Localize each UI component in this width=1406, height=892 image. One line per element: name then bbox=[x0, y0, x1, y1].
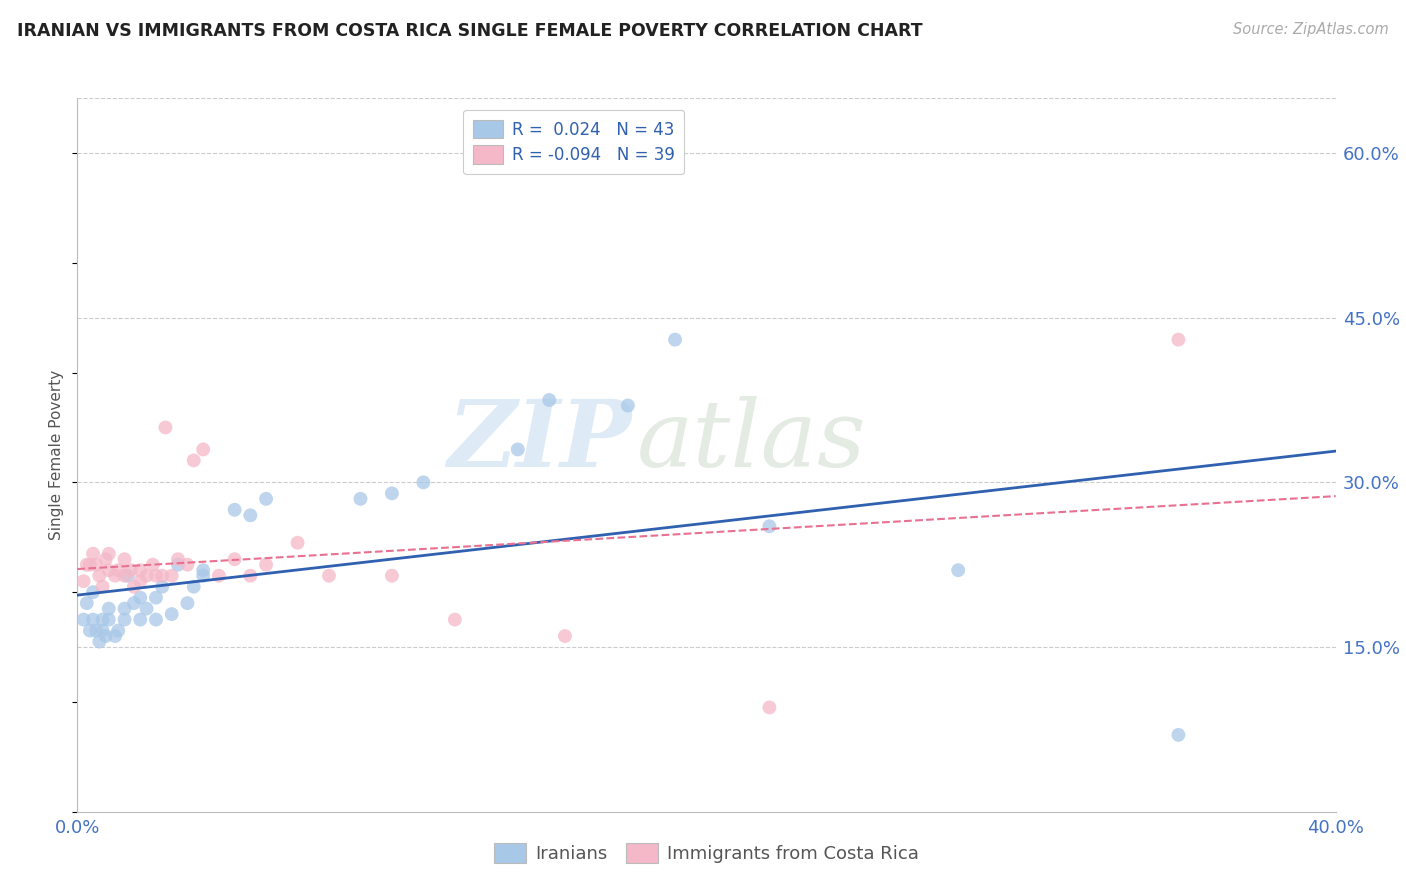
Point bbox=[129, 613, 152, 627]
Text: IRANIAN VS IMMIGRANTS FROM COSTA RICA SINGLE FEMALE POVERTY CORRELATION CHART: IRANIAN VS IMMIGRANTS FROM COSTA RICA SI… bbox=[17, 22, 922, 40]
Point bbox=[239, 568, 262, 582]
Point bbox=[107, 563, 129, 577]
Point bbox=[183, 580, 205, 594]
Point bbox=[948, 563, 970, 577]
Legend: Iranians, Immigrants from Costa Rica: Iranians, Immigrants from Costa Rica bbox=[486, 836, 927, 871]
Point bbox=[114, 613, 136, 627]
Point bbox=[82, 585, 104, 599]
Point bbox=[176, 558, 198, 572]
Point bbox=[145, 591, 167, 605]
Point bbox=[208, 568, 231, 582]
Point bbox=[167, 552, 190, 566]
Point bbox=[150, 568, 173, 582]
Point bbox=[160, 568, 183, 582]
Point bbox=[167, 558, 190, 572]
Point bbox=[191, 442, 215, 457]
Point bbox=[617, 399, 640, 413]
Point bbox=[239, 508, 262, 523]
Point bbox=[554, 629, 576, 643]
Point bbox=[191, 568, 215, 582]
Text: atlas: atlas bbox=[637, 396, 868, 485]
Point bbox=[89, 568, 111, 582]
Point bbox=[114, 568, 136, 582]
Point bbox=[91, 580, 114, 594]
Point bbox=[82, 547, 104, 561]
Point bbox=[538, 392, 561, 407]
Point bbox=[107, 624, 129, 638]
Point bbox=[72, 613, 94, 627]
Point bbox=[349, 491, 371, 506]
Point bbox=[122, 596, 145, 610]
Point bbox=[120, 563, 142, 577]
Point bbox=[412, 475, 434, 490]
Point bbox=[97, 547, 120, 561]
Point bbox=[117, 568, 139, 582]
Point bbox=[94, 629, 117, 643]
Point bbox=[191, 563, 215, 577]
Point bbox=[104, 568, 127, 582]
Point bbox=[224, 503, 246, 517]
Point bbox=[381, 486, 404, 500]
Point bbox=[89, 634, 111, 648]
Point bbox=[79, 624, 101, 638]
Point bbox=[94, 552, 117, 566]
Point bbox=[287, 535, 309, 549]
Point bbox=[91, 624, 114, 638]
Point bbox=[104, 629, 127, 643]
Point bbox=[91, 613, 114, 627]
Point bbox=[129, 563, 152, 577]
Point bbox=[142, 558, 165, 572]
Point bbox=[122, 580, 145, 594]
Point bbox=[135, 568, 157, 582]
Point bbox=[160, 607, 183, 621]
Point bbox=[114, 552, 136, 566]
Point bbox=[129, 574, 152, 589]
Point bbox=[176, 596, 198, 610]
Point bbox=[150, 580, 173, 594]
Point bbox=[1167, 728, 1189, 742]
Point bbox=[84, 624, 107, 638]
Point bbox=[381, 568, 404, 582]
Point bbox=[1167, 333, 1189, 347]
Point bbox=[114, 601, 136, 615]
Point bbox=[97, 563, 120, 577]
Point bbox=[444, 613, 467, 627]
Point bbox=[318, 568, 340, 582]
Point bbox=[72, 574, 94, 589]
Y-axis label: Single Female Poverty: Single Female Poverty bbox=[49, 370, 65, 540]
Point bbox=[97, 613, 120, 627]
Point bbox=[135, 601, 157, 615]
Point bbox=[82, 613, 104, 627]
Point bbox=[183, 453, 205, 467]
Point bbox=[76, 596, 98, 610]
Point bbox=[84, 558, 107, 572]
Point bbox=[758, 700, 780, 714]
Point bbox=[76, 558, 98, 572]
Point bbox=[254, 558, 277, 572]
Text: ZIP: ZIP bbox=[447, 396, 631, 485]
Point bbox=[664, 333, 686, 347]
Text: Source: ZipAtlas.com: Source: ZipAtlas.com bbox=[1233, 22, 1389, 37]
Point bbox=[758, 519, 780, 533]
Point bbox=[224, 552, 246, 566]
Point bbox=[97, 601, 120, 615]
Point bbox=[254, 491, 277, 506]
Point bbox=[129, 591, 152, 605]
Point bbox=[145, 613, 167, 627]
Point bbox=[155, 420, 177, 434]
Point bbox=[145, 568, 167, 582]
Point bbox=[79, 558, 101, 572]
Point bbox=[506, 442, 529, 457]
